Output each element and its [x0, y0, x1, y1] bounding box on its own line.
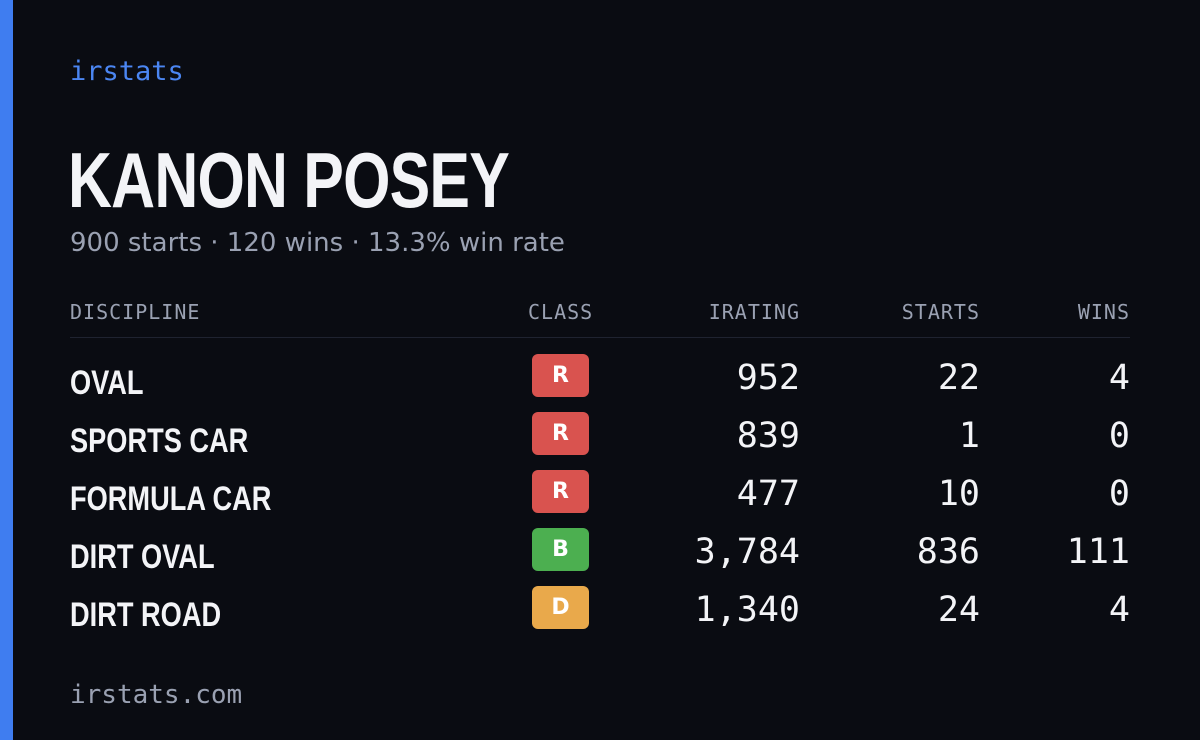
irating-value: 839 [736, 416, 800, 456]
starts-value: 1 [958, 416, 980, 456]
class-badge: R [532, 470, 589, 513]
brand-logo: irstats [70, 56, 184, 87]
starts-value: 10 [937, 474, 980, 514]
wins-value: 4 [1108, 358, 1130, 398]
class-badge: R [532, 354, 589, 397]
table-row: OVAL R 952 22 4 [70, 350, 1130, 408]
wins-value: 111 [1066, 532, 1130, 572]
irating-value: 952 [736, 358, 800, 398]
starts-value: 24 [937, 590, 980, 630]
starts-value: 836 [916, 532, 980, 572]
header-starts: STARTS [901, 300, 980, 324]
header-class: CLASS [528, 300, 594, 324]
irating-value: 477 [736, 474, 800, 514]
header-discipline: DISCIPLINE [70, 300, 201, 324]
discipline-name: OVAL [70, 364, 144, 402]
discipline-name: DIRT OVAL [70, 538, 215, 576]
table-row: FORMULA CAR R 477 10 0 [70, 466, 1130, 524]
discipline-table: OVAL R 952 22 4 SPORTS CAR R 839 1 0 FOR… [70, 350, 1130, 640]
wins-value: 0 [1108, 474, 1130, 514]
discipline-name: DIRT ROAD [70, 596, 222, 634]
table-header: DISCIPLINE CLASS IRATING STARTS WINS [70, 300, 1130, 330]
driver-summary: 900 starts · 120 wins · 13.3% win rate [70, 228, 565, 258]
discipline-name: FORMULA CAR [70, 480, 272, 518]
table-row: SPORTS CAR R 839 1 0 [70, 408, 1130, 466]
footer-url: irstats.com [70, 680, 243, 710]
irating-value: 3,784 [694, 532, 800, 572]
class-badge: R [532, 412, 589, 455]
irating-value: 1,340 [694, 590, 800, 630]
driver-name: KANON POSEY [68, 136, 510, 224]
table-row: DIRT ROAD D 1,340 24 4 [70, 582, 1130, 640]
class-badge: B [532, 528, 589, 571]
class-badge: D [532, 586, 589, 629]
wins-value: 4 [1108, 590, 1130, 630]
wins-value: 0 [1108, 416, 1130, 456]
starts-value: 22 [937, 358, 980, 398]
header-divider [70, 337, 1130, 338]
header-irating: IRATING [708, 300, 800, 324]
discipline-name: SPORTS CAR [70, 422, 249, 460]
header-wins: WINS [1077, 300, 1130, 324]
accent-bar [0, 0, 13, 740]
table-row: DIRT OVAL B 3,784 836 111 [70, 524, 1130, 582]
